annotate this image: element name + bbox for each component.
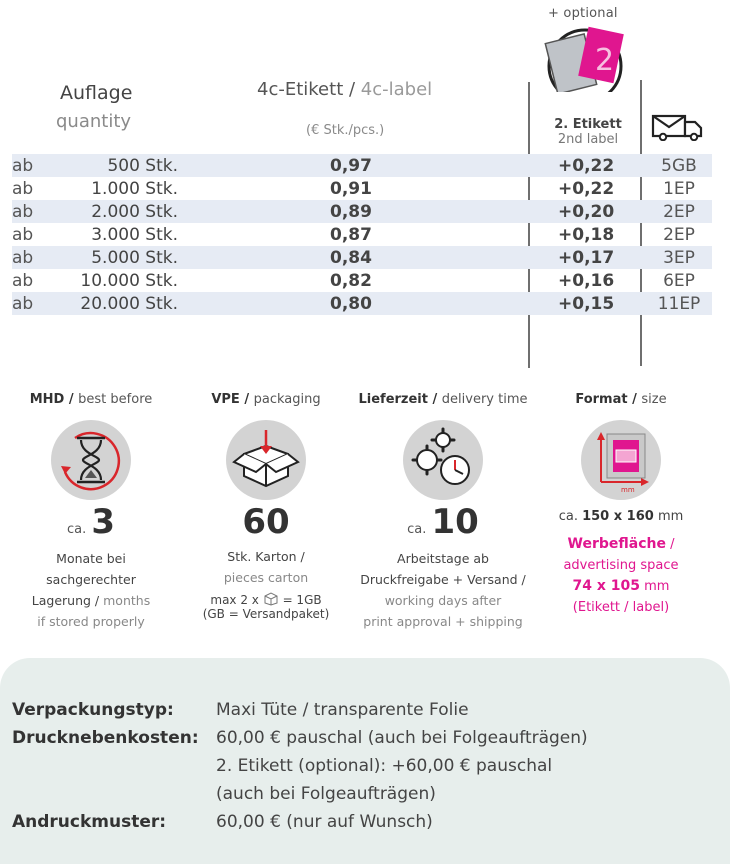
vpe-column: VPE / packaging 60 Stk. Karton / pieces … xyxy=(175,392,357,621)
box-icon xyxy=(226,420,306,500)
specs-panel: Verpackungstyp: Maxi Tüte / transparente… xyxy=(0,658,730,864)
format-title: Format / size xyxy=(575,392,667,407)
spec-key: Verpackungstyp: xyxy=(12,700,174,720)
spec-value: 2. Etikett (optional): +60,00 € pauschal xyxy=(216,756,553,776)
truck-mail-icon xyxy=(651,114,703,141)
mhd-title: MHD / best before xyxy=(29,392,153,407)
spec-key: Drucknebenkosten: xyxy=(12,728,199,748)
table-row: ab 2.000 Stk. 0,89 +0,20 2EP xyxy=(12,200,712,223)
carton-icon xyxy=(264,592,278,606)
gears-clock-icon xyxy=(403,420,483,500)
spec-value: 60,00 € (nur auf Wunsch) xyxy=(216,812,433,832)
unit-header: (€ Stk./pcs.) xyxy=(306,123,385,138)
svg-text:2: 2 xyxy=(595,43,614,78)
format-icon: mm xyxy=(581,420,661,500)
vpe-title: VPE / packaging xyxy=(211,392,321,407)
vpe-shipping-note: max 2 x = 1GB (GB = Versandpaket) xyxy=(202,592,330,621)
delivery-value: 10 xyxy=(431,502,479,542)
spec-value: Maxi Tüte / transparente Folie xyxy=(216,700,469,720)
format-size: ca. 150 x 160 mm xyxy=(558,509,684,524)
optional-label: + optional xyxy=(548,6,618,21)
label-header-en: 4c-label xyxy=(360,79,433,100)
table-row: ab 500 Stk. 0,97 +0,22 5GB xyxy=(12,154,712,177)
label-header: 4c-Etikett / 4c-label xyxy=(257,79,433,100)
column-divider xyxy=(640,80,642,366)
vpe-description: Stk. Karton / pieces carton xyxy=(223,549,309,585)
table-row: ab 3.000 Stk. 0,87 +0,18 2EP xyxy=(12,225,695,245)
price-table: ab 500 Stk. 0,97 +0,22 5GB ab 1.000 Stk. 0,91 +… xyxy=(12,154,712,315)
second-label-header: 2. Etikett 2nd label xyxy=(554,117,622,147)
quantity-header-de: Auflage xyxy=(60,82,133,104)
format-column: Format / size mm ca. 150 x 160 mm Werbef… xyxy=(530,392,712,618)
table-row: ab 20.000 Stk. 0,80 +0,15 11EP xyxy=(12,292,712,315)
second-label-icon: 2 xyxy=(543,26,627,104)
mhd-column: MHD / best before ca. 3 Monate bei sachg… xyxy=(0,392,182,632)
spec-value: 60,00 € pauschal (auch bei Folgeaufträge… xyxy=(216,728,588,748)
quantity-header-en: quantity xyxy=(56,111,132,132)
advertising-space: Werbefläche / advertising space 74 x 105… xyxy=(563,536,679,615)
mm-label: mm xyxy=(621,486,635,494)
vpe-value: 60 xyxy=(242,502,290,542)
mhd-description: Monate bei sachgerechter Lagerung / mont… xyxy=(31,551,151,629)
hourglass-icon xyxy=(51,420,131,500)
delivery-title: Lieferzeit / delivery time xyxy=(358,392,528,407)
label-header-de: 4c-Etikett xyxy=(257,79,344,100)
delivery-description: Arbeitstage ab Druckfreigabe + Versand /… xyxy=(360,551,526,629)
spec-key: Andruckmuster: xyxy=(12,812,167,832)
table-row: ab 5.000 Stk. 0,84 +0,17 3EP xyxy=(12,246,712,269)
mhd-value: 3 xyxy=(91,502,115,542)
column-divider xyxy=(528,82,530,368)
table-row: ab 10.000 Stk. 0,82 +0,16 6EP xyxy=(12,271,695,291)
table-row: ab 1.000 Stk. 0,91 +0,22 1EP xyxy=(12,179,695,199)
spec-value: (auch bei Folgeaufträgen) xyxy=(216,784,436,804)
delivery-column: Lieferzeit / delivery time ca. 10 Arbeit… xyxy=(352,392,534,632)
